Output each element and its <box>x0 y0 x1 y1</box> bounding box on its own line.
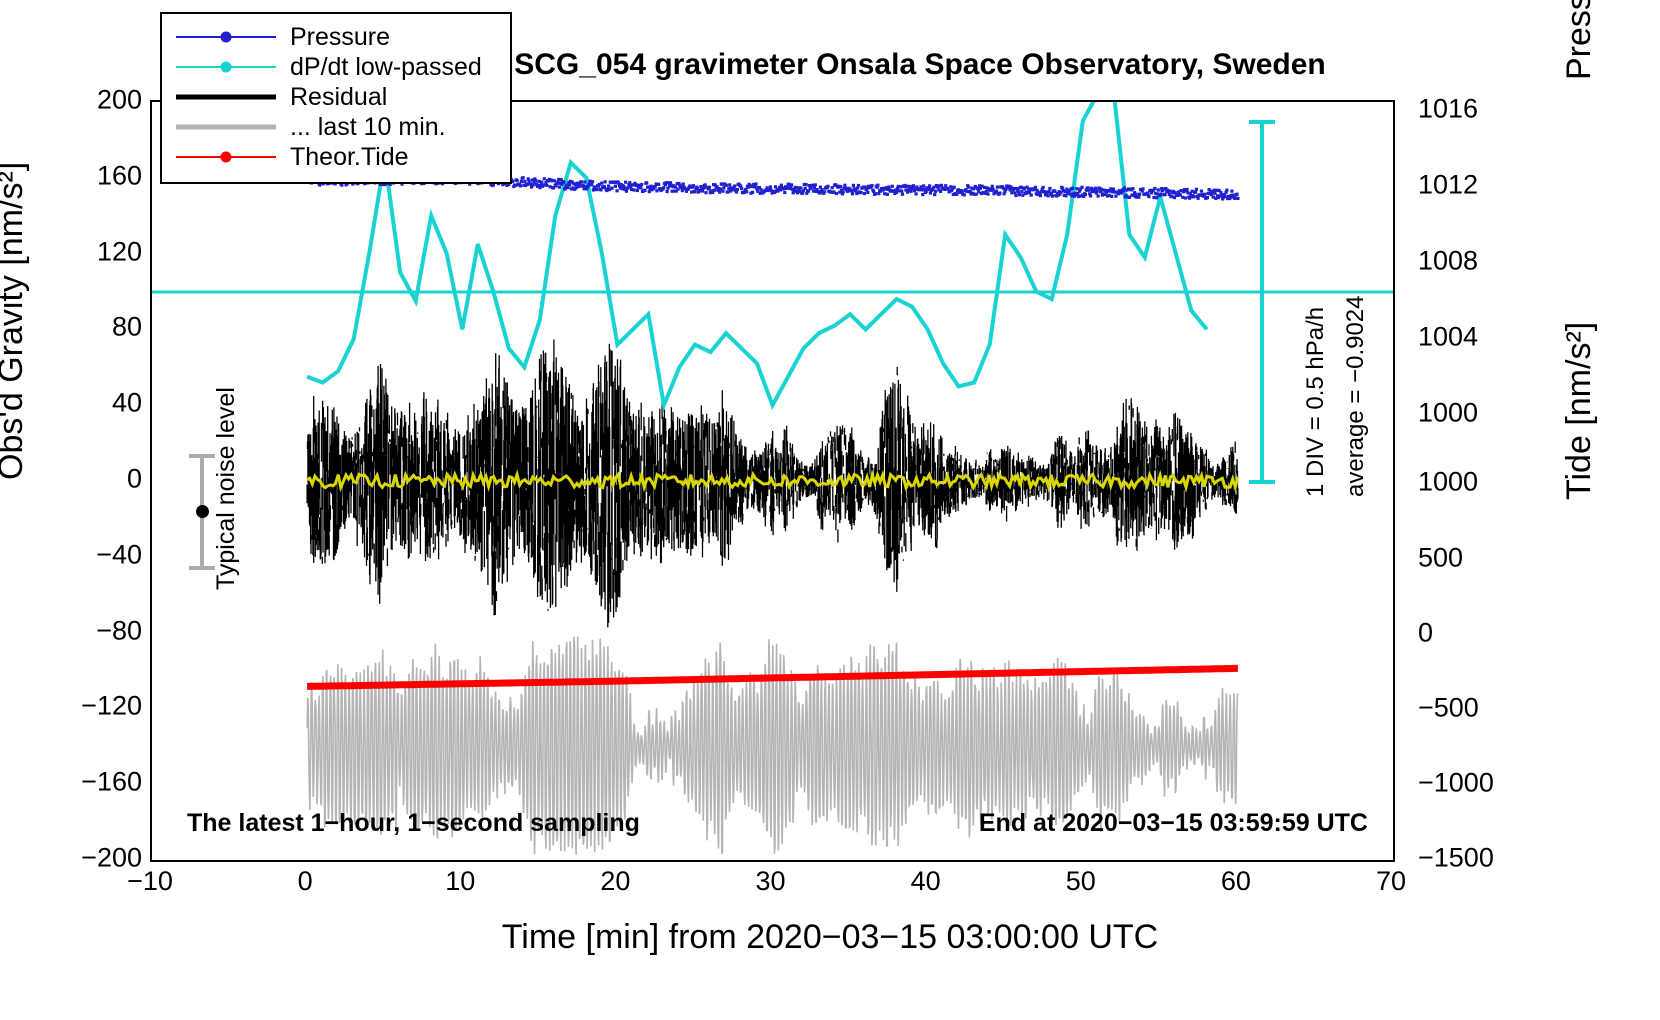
legend-key-icon <box>172 147 280 167</box>
noise-level-dot <box>196 505 209 518</box>
tick-label: 40 <box>111 387 142 418</box>
tick-label: 500 <box>1418 542 1464 573</box>
y-axis-tide-label: Tide [nm/s²] <box>1560 321 1598 500</box>
series-last10min <box>306 636 1239 855</box>
legend-item-0: Pressure <box>172 22 500 52</box>
legend-label: Residual <box>290 82 388 111</box>
legend-item-4: Theor.Tide <box>172 142 500 172</box>
tick-label: −160 <box>81 766 142 797</box>
y-axis-left-label: Obs'd Gravity [nm/s²] <box>0 161 30 480</box>
legend-item-3: ... last 10 min. <box>172 112 500 142</box>
tick-label: 50 <box>1065 866 1096 896</box>
tick-label: 80 <box>111 311 142 342</box>
legend-label: Theor.Tide <box>290 142 409 171</box>
tick-label: −200 <box>81 842 142 873</box>
legend: Pressure dP/dt low-passed Residual... last… <box>160 12 512 184</box>
tick-label: 160 <box>96 160 142 191</box>
tick-label: 70 <box>1375 866 1407 896</box>
legend-key-icon <box>172 117 280 137</box>
tick-label: 1016 <box>1418 93 1479 124</box>
tick-label: 60 <box>1220 866 1251 896</box>
y-axis-pressure-label: Pressure [hPa] <box>1560 0 1599 80</box>
tick-label: −500 <box>1418 692 1479 723</box>
noise-level-label: Typical noise level <box>212 387 240 590</box>
tick-label: 10 <box>445 866 476 896</box>
tick-label: 1000 <box>1418 466 1479 497</box>
tick-label: −10 <box>127 866 173 896</box>
tick-label: 0 <box>297 866 313 896</box>
legend-label: dP/dt low-passed <box>290 52 482 81</box>
tick-label: −1500 <box>1418 842 1494 873</box>
tick-label: 1000 <box>1418 397 1479 428</box>
tick-label: −1000 <box>1418 767 1494 798</box>
legend-key-icon <box>172 87 280 107</box>
legend-key-icon <box>172 57 280 77</box>
tick-label: −120 <box>81 690 142 721</box>
tick-label: 30 <box>755 866 786 896</box>
tick-label: 20 <box>600 866 631 896</box>
tick-label: 120 <box>96 236 142 267</box>
tick-label: 0 <box>1418 617 1434 648</box>
legend-key-icon <box>172 27 280 47</box>
plot-area: Typical noise level 1 DIV = 0.5 hPa/h av… <box>152 102 1393 860</box>
tick-label: 1008 <box>1418 245 1479 276</box>
dpdt-div-label: 1 DIV = 0.5 hPa/h <box>1302 306 1329 497</box>
series-theor-tide <box>307 664 1238 690</box>
tick-label: −80 <box>96 615 142 646</box>
dpdt-scale-bar <box>1249 120 1275 484</box>
dpdt-average-label: average = −0.9024 <box>1342 295 1369 497</box>
tick-label: 40 <box>910 866 941 896</box>
data-curves <box>152 102 1393 855</box>
legend-label: ... last 10 min. <box>290 112 446 141</box>
plot-frame: Typical noise level 1 DIV = 0.5 hPa/h av… <box>150 100 1395 862</box>
tick-label: 200 <box>96 84 142 115</box>
legend-item-1: dP/dt low-passed <box>172 52 500 82</box>
tick-label: −40 <box>96 539 142 570</box>
tick-label: 1012 <box>1418 169 1479 200</box>
sampling-annotation: The latest 1−hour, 1−second sampling <box>187 809 640 837</box>
page-title: SCG_054 gravimeter Onsala Space Observat… <box>514 48 1326 81</box>
tick-label: 0 <box>126 463 142 494</box>
legend-label: Pressure <box>290 22 391 51</box>
legend-item-2: Residual <box>172 82 500 112</box>
series-dpdt <box>306 102 1209 413</box>
end-time-annotation: End at 2020−03−15 03:59:59 UTC <box>978 809 1368 837</box>
series-filtered <box>306 469 1240 493</box>
tick-label: 1004 <box>1418 321 1479 352</box>
x-axis-label: Time [min] from 2020−03−15 03:00:00 UTC <box>501 918 1159 956</box>
